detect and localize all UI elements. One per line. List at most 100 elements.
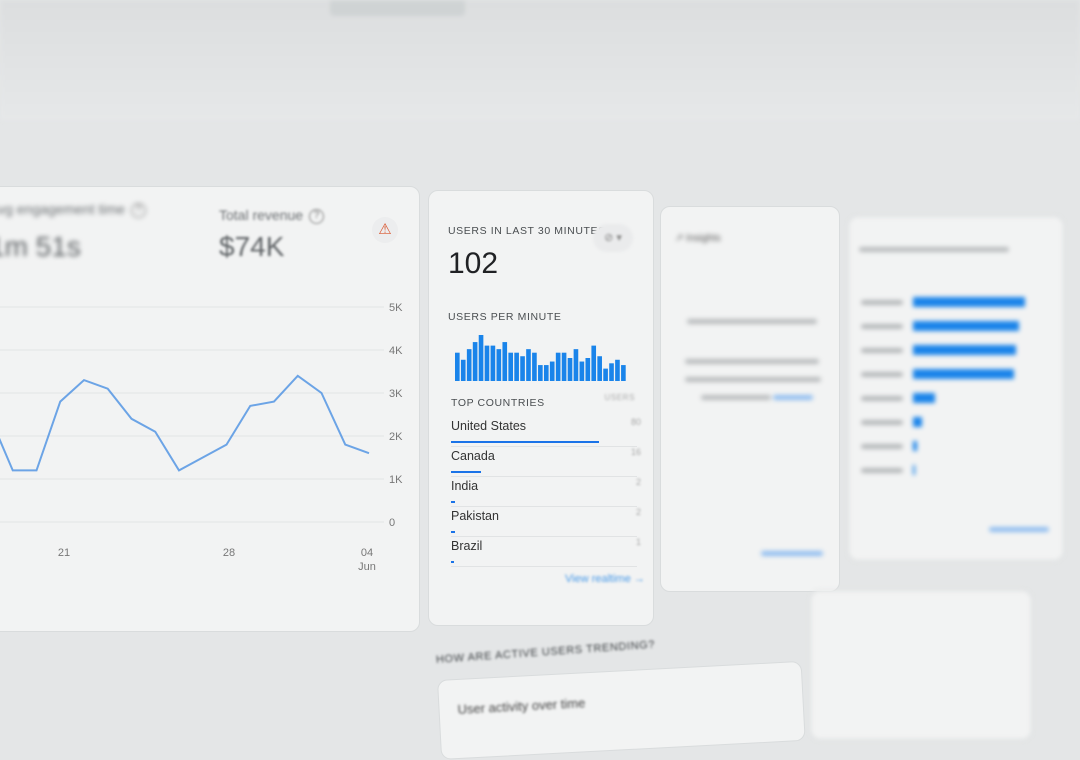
- minute-bar[interactable]: [455, 352, 460, 381]
- bar-label: [861, 300, 903, 305]
- minute-bar[interactable]: [520, 356, 525, 381]
- revenue-line-chart: 5K 4K 3K 2K 1K 0 21 28 04 Jun: [0, 302, 403, 573]
- engagement-value: 1m 51s: [0, 231, 81, 262]
- overview-card: Avg engagement time? 1m 51s Total revenu…: [0, 186, 420, 632]
- revenue-line: [0, 374, 370, 472]
- country-row[interactable]: Pakistan 2: [451, 507, 641, 537]
- minute-bar[interactable]: [567, 358, 573, 381]
- view-realtime-link[interactable]: View realtime →: [565, 573, 645, 585]
- insights-icon: ↗: [675, 233, 684, 244]
- country-bar[interactable]: [913, 297, 1025, 307]
- minute-bar[interactable]: [579, 361, 585, 381]
- country-name: Pakistan: [451, 509, 499, 523]
- bar-label: [861, 324, 903, 329]
- minute-bar[interactable]: [573, 349, 579, 381]
- minute-bar[interactable]: [466, 349, 472, 381]
- country-row[interactable]: Canada 16: [451, 447, 641, 477]
- x-tick-label: Jun: [358, 561, 376, 573]
- minute-bar[interactable]: [502, 342, 508, 381]
- header-tab[interactable]: [330, 0, 465, 16]
- country-row[interactable]: India 2: [451, 477, 641, 507]
- section-title: HOW ARE ACTIVE USERS TRENDING?: [435, 638, 656, 666]
- insights-link[interactable]: [773, 395, 813, 400]
- minute-bar[interactable]: [490, 345, 496, 381]
- insights-text-line: [685, 359, 819, 364]
- minute-bar[interactable]: [615, 359, 620, 381]
- help-icon[interactable]: ?: [309, 208, 325, 224]
- users-per-minute-chart: [455, 335, 626, 381]
- country-share-bar: [451, 501, 455, 503]
- country-bar[interactable]: [913, 417, 922, 427]
- country-users: 1: [635, 537, 641, 547]
- minute-bar[interactable]: [561, 352, 567, 381]
- minute-bar[interactable]: [543, 365, 549, 381]
- minute-bar[interactable]: [484, 345, 490, 381]
- per-minute-label: USERS PER MINUTE: [448, 311, 562, 323]
- users-column-header: USERS: [604, 393, 635, 402]
- minute-bar[interactable]: [597, 356, 602, 381]
- country-share-bar: [451, 471, 481, 473]
- country-row[interactable]: United States 80: [451, 417, 641, 447]
- country-name: Brazil: [451, 539, 483, 553]
- realtime-title: USERS IN LAST 30 MINUTES: [448, 225, 606, 237]
- bar-label: [861, 396, 903, 401]
- minute-bar[interactable]: [609, 363, 614, 381]
- header-bar: [0, 0, 1080, 120]
- minute-bar[interactable]: [508, 352, 514, 381]
- card-title: [859, 247, 1009, 252]
- users-by-country-card: [848, 216, 1064, 561]
- minute-bar[interactable]: [496, 349, 502, 381]
- y-tick-label: 0: [389, 517, 395, 529]
- y-tick-label: 3K: [389, 388, 403, 400]
- minute-bar[interactable]: [621, 365, 626, 381]
- insights-card: ↗ Insights: [660, 206, 840, 592]
- user-activity-card: User activity over time: [437, 660, 806, 760]
- minute-bar[interactable]: [478, 335, 484, 381]
- country-row[interactable]: Brazil 1: [451, 537, 641, 567]
- bar-label: [861, 372, 903, 377]
- minute-bar[interactable]: [549, 361, 555, 381]
- minute-bar[interactable]: [555, 352, 561, 381]
- country-bar[interactable]: [913, 465, 916, 475]
- warning-icon[interactable]: ⚠: [372, 217, 398, 243]
- bar-label: [861, 420, 903, 425]
- minute-bar[interactable]: [460, 359, 466, 381]
- bar-label: [861, 444, 903, 449]
- minute-bar[interactable]: [603, 368, 608, 381]
- compare-toggle[interactable]: ⊘ ▾: [593, 224, 633, 252]
- view-all-insights-link[interactable]: [761, 551, 823, 556]
- minute-bar[interactable]: [585, 358, 591, 381]
- insights-header: ↗ Insights: [675, 233, 721, 244]
- country-bar[interactable]: [913, 393, 936, 403]
- y-tick-label: 4K: [389, 345, 403, 357]
- x-tick-label: 04: [361, 547, 373, 559]
- engagement-label: Avg engagement time?: [0, 201, 146, 218]
- bar-label: [861, 468, 903, 473]
- country-name: Canada: [451, 449, 495, 463]
- revenue-label[interactable]: Total revenue?: [219, 207, 325, 224]
- y-tick-label: 5K: [389, 302, 403, 314]
- country-users: 2: [635, 507, 641, 517]
- x-tick-label: 21: [58, 547, 70, 559]
- user-activity-title: User activity over time: [457, 695, 586, 717]
- minute-bar[interactable]: [591, 345, 597, 381]
- minute-bar[interactable]: [514, 352, 519, 381]
- country-bar[interactable]: [913, 441, 918, 451]
- minute-bar[interactable]: [472, 342, 478, 381]
- insights-text-line: [701, 395, 771, 400]
- country-name: United States: [451, 419, 527, 433]
- minute-bar[interactable]: [526, 349, 531, 381]
- help-icon[interactable]: ?: [130, 202, 146, 218]
- view-link[interactable]: [989, 527, 1049, 532]
- minute-bar[interactable]: [538, 365, 543, 381]
- y-tick-label: 1K: [389, 474, 403, 486]
- x-tick-label: 28: [223, 547, 235, 559]
- country-users: 2: [635, 477, 641, 487]
- country-bar[interactable]: [913, 369, 1014, 379]
- country-bar[interactable]: [913, 345, 1017, 355]
- minute-bar[interactable]: [532, 352, 537, 381]
- insights-text-line: [685, 377, 821, 382]
- realtime-count: 102: [448, 247, 499, 280]
- top-countries-label: TOP COUNTRIES: [451, 397, 545, 409]
- country-bar[interactable]: [913, 321, 1020, 331]
